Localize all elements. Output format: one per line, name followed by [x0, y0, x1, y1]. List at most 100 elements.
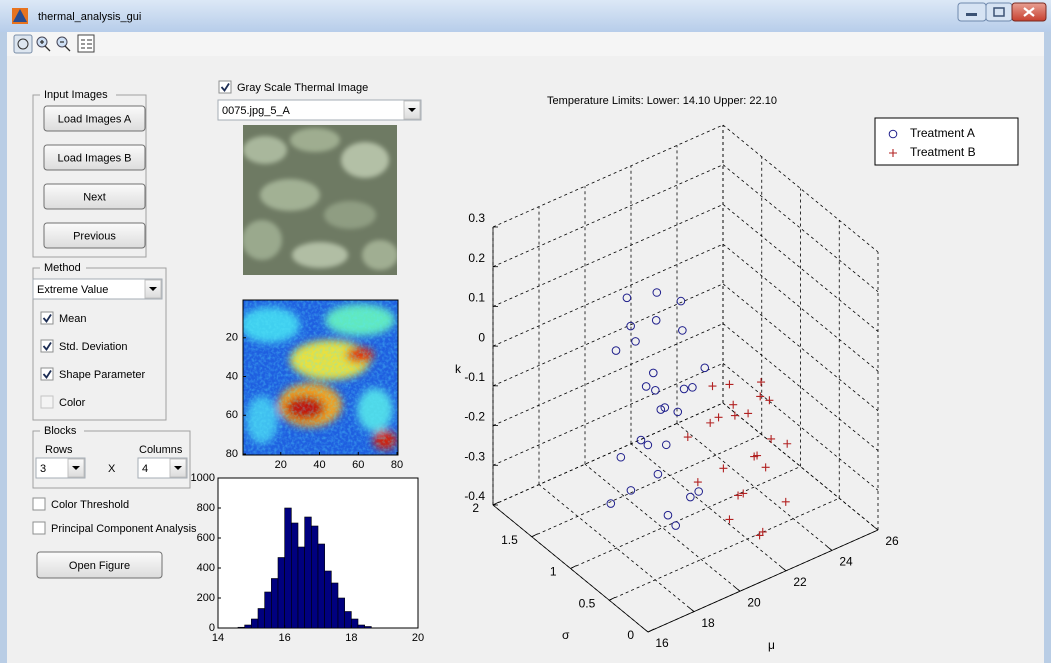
y-tick-label: 1	[550, 565, 557, 579]
histogram-bar	[245, 625, 252, 628]
dropdown-value[interactable]: 0075.jpg_5_A	[222, 105, 291, 117]
histogram-bar	[291, 523, 298, 628]
dropdown-value[interactable]: 4	[142, 463, 148, 475]
y-tick-label: 80	[226, 448, 238, 460]
y-tick-label: 1.5	[501, 533, 518, 547]
y-tick-label: 2	[472, 501, 479, 515]
group-title: Method	[44, 262, 81, 274]
x-tick-label: 22	[793, 575, 807, 589]
histogram-bar	[311, 526, 318, 628]
histogram-bar	[271, 579, 278, 629]
minimize-button[interactable]	[958, 3, 986, 21]
toolbar	[7, 32, 1044, 56]
thermal-photo	[242, 125, 398, 275]
x-tick-label: 60	[352, 459, 364, 471]
columns-label: Columns	[139, 444, 183, 456]
leaf	[242, 220, 282, 260]
z-tick-label: -0.2	[464, 410, 485, 424]
x-tick-label: 20	[275, 459, 287, 471]
histogram-bar	[325, 571, 332, 628]
checkbox-label[interactable]: Gray Scale Thermal Image	[237, 82, 368, 94]
y-tick-label: 600	[197, 532, 215, 544]
x-tick-label: 18	[701, 616, 715, 630]
histogram-bar	[251, 619, 258, 628]
z-tick-label: -0.3	[464, 449, 485, 463]
histogram-bar	[298, 547, 305, 628]
page: thermal_analysis_gui Input Images Method…	[0, 0, 1051, 663]
histogram-bar	[345, 612, 352, 629]
legend-label: Treatment B	[910, 145, 976, 159]
z-tick-label: -0.1	[464, 370, 485, 384]
y-tick-label: 0	[627, 628, 634, 642]
group-title: Blocks	[44, 425, 77, 437]
window-title: thermal_analysis_gui	[38, 11, 141, 23]
dropdown-value[interactable]: Extreme Value	[37, 284, 108, 296]
rotate-tool[interactable]	[14, 35, 32, 53]
z-axis-label: k	[455, 362, 462, 376]
z-tick-label: 0.1	[468, 291, 485, 305]
x-tick-label: 20	[747, 595, 761, 609]
checkbox-label[interactable]: Shape Parameter	[59, 369, 146, 381]
y-tick-label: 60	[226, 409, 238, 421]
x-tick-label: 80	[391, 459, 403, 471]
button-label[interactable]: Load Images B	[58, 152, 132, 164]
histogram-bar	[238, 627, 245, 628]
histogram-bar	[338, 598, 345, 628]
x-tick-label: 40	[313, 459, 325, 471]
checkbox-label[interactable]: Std. Deviation	[59, 341, 127, 353]
checkbox[interactable]	[33, 498, 45, 510]
histogram-bar	[285, 508, 292, 628]
histogram-bar	[305, 517, 312, 628]
button-label[interactable]: Previous	[73, 230, 116, 242]
z-tick-label: 0.2	[468, 251, 485, 265]
chart-title: Temperature Limits: Lower: 14.10 Upper: …	[547, 95, 777, 107]
y-tick-label: 20	[226, 332, 238, 344]
y-tick-label: 200	[197, 592, 215, 604]
checkbox-label[interactable]: Mean	[59, 313, 87, 325]
x-tick-label: 26	[885, 534, 899, 548]
leaf	[362, 240, 398, 270]
y-tick-label: 40	[226, 370, 238, 382]
histogram-bar	[258, 609, 265, 629]
histogram-bar	[331, 583, 338, 628]
x-axis-label: μ	[768, 638, 775, 652]
checkbox-label[interactable]: Color Threshold	[51, 499, 129, 511]
window: thermal_analysis_gui Input Images Method…	[0, 0, 1051, 663]
histogram-bar	[318, 544, 325, 628]
leaf	[324, 201, 376, 229]
group-title: Input Images	[44, 89, 108, 101]
blocks-separator: X	[108, 463, 116, 475]
checkbox-label[interactable]: Principal Component Analysis	[51, 523, 197, 535]
heatmap-image	[240, 300, 398, 455]
histogram-bar	[365, 627, 372, 629]
button-label[interactable]: Next	[83, 191, 106, 203]
histogram-bar	[351, 619, 358, 628]
x-tick-label: 18	[345, 632, 357, 644]
x-tick-label: 16	[655, 636, 669, 650]
x-tick-label: 16	[279, 632, 291, 644]
z-tick-label: 0.3	[468, 211, 485, 225]
z-tick-label: 0	[478, 330, 485, 344]
y-axis-label: σ	[562, 628, 570, 642]
leaf	[341, 142, 389, 178]
checkbox-label[interactable]: Color	[59, 397, 86, 409]
legend-label: Treatment A	[910, 126, 975, 140]
y-tick-label: 0.5	[579, 596, 596, 610]
y-tick-label: 1000	[191, 472, 215, 484]
button-label[interactable]: Load Images A	[58, 113, 132, 125]
y-tick-label: 800	[197, 502, 215, 514]
histogram-bar	[265, 592, 272, 628]
title-bar	[0, 0, 1051, 32]
checkbox[interactable]	[33, 522, 45, 534]
dropdown-value[interactable]: 3	[40, 463, 46, 475]
heatmap-noise	[243, 300, 398, 455]
button-label[interactable]: Open Figure	[69, 560, 130, 572]
minimize-icon	[966, 13, 977, 16]
maximize-button[interactable]	[986, 3, 1012, 21]
histogram-bar	[358, 625, 365, 628]
leaf	[260, 179, 320, 211]
rows-label: Rows	[45, 444, 73, 456]
checkbox[interactable]	[41, 396, 53, 408]
x-tick-label: 20	[412, 632, 424, 644]
leaf	[292, 242, 348, 268]
